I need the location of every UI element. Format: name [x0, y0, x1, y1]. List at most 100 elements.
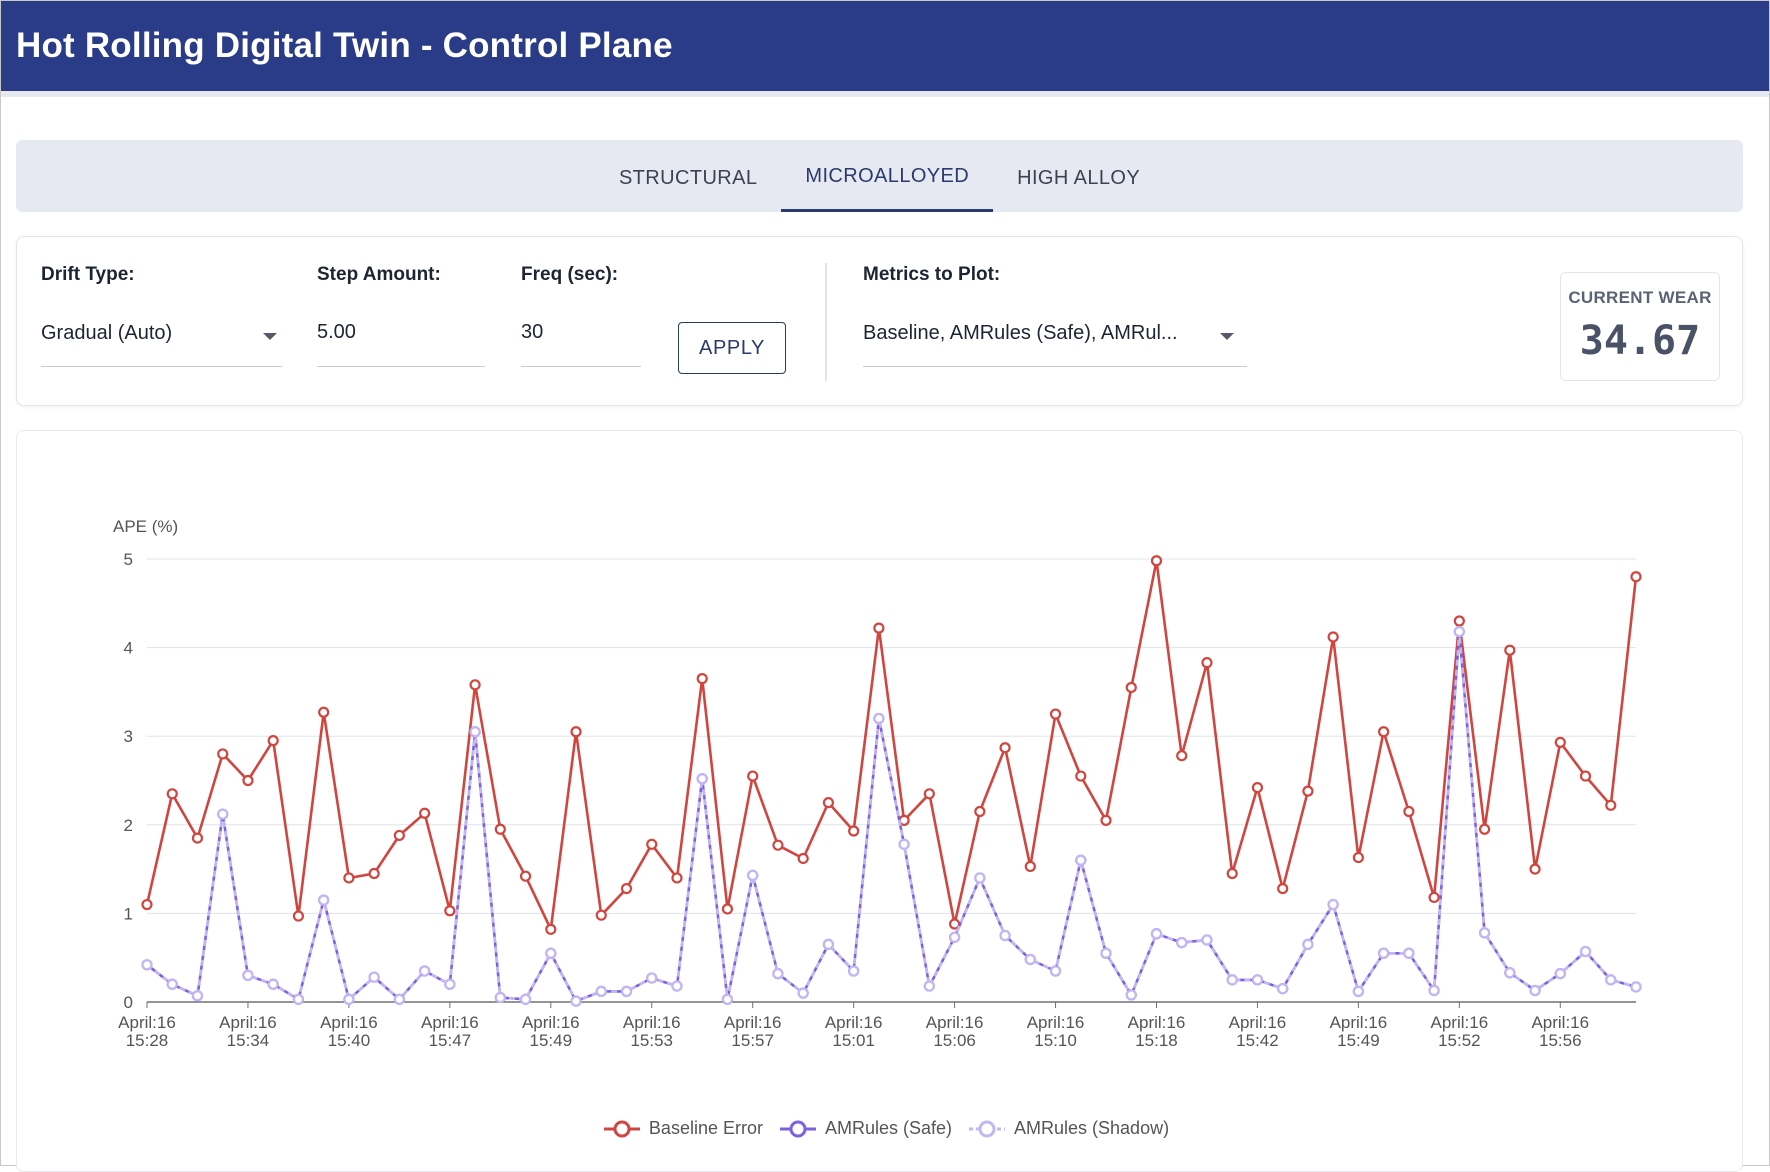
data-point-baseline-error[interactable] [1579, 770, 1592, 782]
data-point-baseline-error[interactable] [848, 825, 860, 837]
data-point-amrules-shadow[interactable] [898, 838, 910, 850]
data-point-amrules-shadow[interactable] [1075, 854, 1087, 866]
data-point-amrules-shadow[interactable] [217, 808, 229, 820]
data-point-amrules-shadow[interactable] [1378, 947, 1390, 959]
data-point-amrules-shadow[interactable] [191, 990, 204, 1002]
data-point-amrules-shadow[interactable] [1302, 938, 1314, 951]
data-point-baseline-error[interactable] [1251, 781, 1264, 794]
data-point-amrules-shadow[interactable] [948, 931, 961, 943]
data-point-amrules-shadow[interactable] [318, 894, 330, 906]
data-point-baseline-error[interactable] [1554, 736, 1566, 749]
data-point-baseline-error[interactable] [1478, 823, 1491, 835]
data-point-baseline-error[interactable] [772, 839, 784, 851]
data-point-amrules-shadow[interactable] [267, 978, 279, 990]
apply-button[interactable]: APPLY [678, 322, 786, 374]
data-point-baseline-error[interactable] [646, 838, 658, 850]
data-point-baseline-error[interactable] [519, 870, 532, 882]
data-point-amrules-shadow[interactable] [1049, 965, 1062, 977]
data-point-amrules-shadow[interactable] [242, 969, 254, 982]
legend-item-amrules-shadow[interactable]: AMRules (Shadow) [968, 1118, 1169, 1139]
data-point-baseline-error[interactable] [1504, 644, 1516, 656]
data-point-baseline-error[interactable] [671, 872, 683, 884]
data-point-baseline-error[interactable] [747, 770, 759, 782]
data-point-baseline-error[interactable] [570, 726, 582, 738]
data-point-amrules-shadow[interactable] [368, 971, 380, 983]
data-point-baseline-error[interactable] [393, 829, 405, 842]
data-point-baseline-error[interactable] [1024, 860, 1036, 873]
data-point-baseline-error[interactable] [1453, 615, 1465, 627]
data-point-amrules-shadow[interactable] [671, 980, 683, 992]
data-point-amrules-shadow[interactable] [1579, 945, 1592, 958]
data-point-baseline-error[interactable] [1378, 726, 1390, 738]
data-point-baseline-error[interactable] [166, 788, 178, 800]
data-point-amrules-shadow[interactable] [721, 993, 734, 1005]
data-point-baseline-error[interactable] [242, 774, 254, 787]
data-point-amrules-shadow[interactable] [1100, 947, 1112, 959]
data-point-baseline-error[interactable] [1125, 681, 1137, 694]
data-point-baseline-error[interactable] [620, 882, 633, 895]
data-point-baseline-error[interactable] [822, 797, 835, 809]
data-point-amrules-shadow[interactable] [822, 938, 835, 951]
data-point-amrules-shadow[interactable] [1403, 947, 1415, 959]
tab-high-alloy[interactable]: HIGH ALLOY [1017, 166, 1141, 189]
data-point-amrules-shadow[interactable] [494, 991, 506, 1004]
data-point-amrules-shadow[interactable] [1554, 968, 1566, 980]
metrics-select[interactable]: Baseline, AMRules (Safe), AMRul... [863, 307, 1247, 367]
data-point-baseline-error[interactable] [267, 735, 279, 747]
data-point-amrules-shadow[interactable] [141, 959, 153, 971]
data-point-baseline-error[interactable] [1529, 863, 1541, 875]
data-point-amrules-shadow[interactable] [1529, 984, 1541, 997]
data-point-baseline-error[interactable] [1403, 805, 1415, 818]
data-point-baseline-error[interactable] [368, 867, 380, 880]
data-point-amrules-shadow[interactable] [1150, 928, 1163, 940]
data-point-amrules-shadow[interactable] [419, 965, 431, 977]
data-point-baseline-error[interactable] [1327, 631, 1339, 643]
data-point-amrules-shadow[interactable] [772, 968, 784, 980]
data-point-amrules-shadow[interactable] [696, 773, 708, 785]
data-point-amrules-shadow[interactable] [1277, 983, 1289, 995]
data-point-amrules-shadow[interactable] [797, 987, 809, 999]
data-point-amrules-shadow[interactable] [1226, 974, 1238, 986]
data-point-baseline-error[interactable] [1176, 750, 1188, 762]
data-point-amrules-shadow[interactable] [1125, 989, 1137, 1001]
data-point-baseline-error[interactable] [1605, 799, 1617, 811]
data-point-amrules-shadow[interactable] [1024, 953, 1036, 966]
data-point-baseline-error[interactable] [797, 852, 809, 865]
legend-item-baseline[interactable]: Baseline Error [603, 1118, 763, 1139]
data-point-baseline-error[interactable] [343, 872, 355, 884]
data-point-amrules-shadow[interactable] [1453, 626, 1465, 638]
data-point-amrules-shadow[interactable] [595, 985, 607, 997]
data-point-amrules-shadow[interactable] [848, 965, 860, 977]
data-point-baseline-error[interactable] [318, 706, 330, 718]
data-point-amrules-shadow[interactable] [923, 980, 935, 992]
data-point-baseline-error[interactable] [217, 748, 229, 760]
data-point-baseline-error[interactable] [292, 910, 305, 922]
data-point-amrules-shadow[interactable] [620, 985, 633, 997]
data-point-amrules-shadow[interactable] [1201, 934, 1213, 946]
step-amount-input[interactable]: 5.00 [317, 307, 485, 367]
data-point-baseline-error[interactable] [923, 788, 935, 800]
data-point-amrules-shadow[interactable] [873, 712, 885, 725]
data-point-baseline-error[interactable] [1352, 851, 1364, 864]
data-point-amrules-shadow[interactable] [519, 993, 532, 1005]
data-point-amrules-shadow[interactable] [1176, 937, 1188, 949]
data-point-baseline-error[interactable] [999, 742, 1011, 754]
data-point-baseline-error[interactable] [469, 679, 481, 691]
data-point-baseline-error[interactable] [1150, 555, 1163, 567]
data-point-baseline-error[interactable] [545, 923, 557, 935]
data-point-baseline-error[interactable] [1277, 882, 1289, 895]
data-point-amrules-shadow[interactable] [1251, 974, 1264, 986]
data-point-baseline-error[interactable] [974, 805, 986, 818]
data-point-amrules-shadow[interactable] [1327, 898, 1339, 911]
legend-item-amrules-safe[interactable]: AMRules (Safe) [779, 1118, 952, 1139]
data-point-baseline-error[interactable] [419, 807, 431, 819]
data-point-baseline-error[interactable] [141, 898, 153, 911]
data-point-baseline-error[interactable] [1428, 891, 1440, 904]
tab-microalloyed[interactable]: MICROALLOYED [781, 144, 994, 212]
data-point-amrules-shadow[interactable] [570, 995, 582, 1007]
data-point-amrules-shadow[interactable] [469, 726, 481, 738]
data-point-baseline-error[interactable] [1049, 708, 1062, 720]
data-point-baseline-error[interactable] [873, 622, 885, 634]
data-point-amrules-shadow[interactable] [1630, 981, 1642, 993]
data-point-amrules-shadow[interactable] [747, 869, 759, 881]
